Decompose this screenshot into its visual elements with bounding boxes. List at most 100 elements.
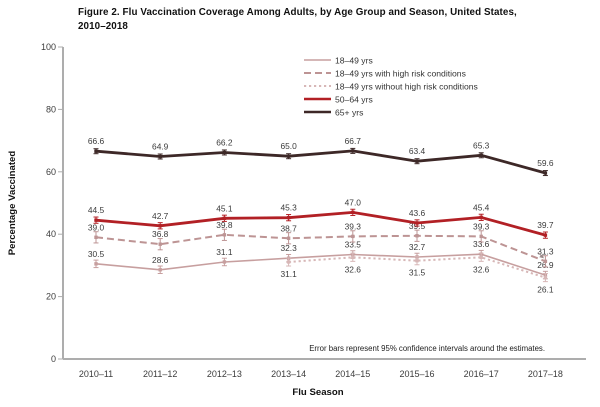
series-line (95, 149, 546, 175)
legend-item-18-49-yrs: 18–49 yrs (304, 56, 373, 66)
value-label: 31.1 (280, 269, 297, 279)
value-label: 43.6 (409, 208, 426, 218)
x-tick-label: 2015–16 (399, 369, 434, 379)
legend-label: 18–49 yrs with high risk conditions (335, 69, 466, 79)
value-label: 39.3 (473, 221, 490, 231)
data-point (94, 262, 98, 266)
value-label: 32.3 (280, 243, 297, 253)
data-point (479, 255, 483, 259)
legend: 18–49 yrs 18–49 yrs with high risk condit… (304, 56, 478, 118)
data-point (286, 154, 291, 158)
data-point (222, 150, 227, 155)
data-point (222, 216, 227, 220)
value-label: 39.7 (537, 220, 554, 230)
legend-label: 18–49 yrs (335, 56, 373, 66)
data-point (158, 154, 162, 159)
data-point (415, 221, 419, 225)
x-tick-label: 2012–13 (207, 369, 242, 379)
legend-item-50-64-yrs: 50–64 yrs (304, 95, 373, 105)
value-label: 47.0 (345, 197, 362, 207)
series-line (95, 233, 546, 263)
data-point (158, 224, 162, 228)
value-label: 39.3 (345, 221, 362, 231)
data-point (351, 234, 355, 239)
value-label: 31.1 (216, 247, 233, 257)
x-tick-label: 2017–18 (528, 369, 563, 379)
data-point (222, 260, 227, 264)
value-label: 39.8 (216, 220, 233, 230)
value-label: 64.9 (152, 142, 169, 152)
data-point (351, 210, 355, 215)
value-label: 32.6 (345, 264, 362, 274)
value-label: 30.5 (88, 249, 105, 259)
data-point (94, 235, 98, 240)
data-point (415, 259, 419, 263)
value-label: 65.3 (473, 140, 490, 150)
value-label: 28.6 (152, 255, 169, 265)
legend-item-65-plus-yrs: 65+ yrs (304, 108, 363, 118)
value-label: 59.6 (537, 158, 554, 168)
data-point (479, 153, 483, 157)
y-tick-label: 20 (46, 292, 56, 302)
series-18-49-yrs-without-high-risk-conditions: 31.1 32.6 31.5 32.6 26.1 (280, 252, 554, 295)
series-65-plus-yrs: 66.6 64.9 66.2 65.0 66.7 63.4 65.3 59.6 (88, 136, 554, 177)
value-label: 45.4 (473, 202, 490, 212)
value-label: 36.8 (152, 229, 169, 239)
value-label: 33.5 (345, 239, 362, 249)
value-label: 65.0 (280, 141, 297, 151)
legend-label: 50–64 yrs (335, 95, 373, 105)
x-tick-label: 2011–12 (143, 369, 177, 379)
legend-label: 18–49 yrs without high risk conditions (335, 82, 478, 92)
x-axis-title: Flu Season (292, 387, 343, 398)
x-tick-label: 2016–17 (464, 369, 499, 379)
value-label: 63.4 (409, 146, 426, 156)
y-tick-label: 40 (46, 229, 56, 239)
legend-item-18-49-yrs-without-high-risk-conditions: 18–49 yrs without high risk conditions (304, 82, 478, 92)
data-point (415, 234, 419, 238)
y-tick-label: 80 (46, 104, 56, 114)
data-point (158, 268, 162, 272)
figure-title: Figure 2. Flu Vaccination Coverage Among… (78, 7, 517, 32)
x-tick-label: 2013–14 (271, 369, 306, 379)
data-point (351, 149, 355, 153)
label-leader-arrow (537, 251, 544, 259)
data-point (543, 171, 548, 175)
y-axis-title: Percentage Vaccinated (7, 151, 18, 256)
y-tick-label: 60 (46, 167, 56, 177)
value-label: 42.7 (152, 211, 169, 221)
series-line (95, 210, 546, 237)
value-label: 31.3 (537, 246, 554, 256)
data-point (286, 215, 291, 220)
x-tick-label: 2010–11 (79, 369, 113, 379)
plot-area: 0 20 40 60 80 100 2010–11 2011–12 2012–13 2013–14… (41, 42, 586, 379)
data-point (94, 218, 98, 222)
value-label: 44.5 (88, 205, 105, 215)
value-label: 26.1 (537, 285, 554, 295)
x-tick-label: 2014–15 (335, 369, 370, 379)
series-line (95, 253, 546, 276)
value-label: 32.6 (473, 264, 490, 274)
data-point (286, 260, 291, 264)
footnote: Error bars represent 95% confidence inte… (309, 344, 545, 353)
value-label: 33.6 (473, 239, 490, 249)
data-point (543, 259, 548, 264)
y-tick-label: 100 (41, 42, 56, 52)
legend-item-18-49-yrs-with-high-risk-conditions: 18–49 yrs with high risk conditions (304, 69, 466, 79)
value-label: 32.7 (409, 242, 426, 252)
value-label: 31.5 (409, 268, 426, 278)
value-label: 38.7 (280, 223, 297, 233)
value-label: 45.3 (280, 203, 297, 213)
data-point (351, 255, 355, 259)
value-label: 66.6 (88, 136, 105, 146)
data-point (94, 149, 98, 153)
value-label: 39.0 (88, 222, 105, 232)
data-point (479, 215, 483, 220)
value-label: 45.1 (216, 203, 233, 213)
data-point (543, 233, 548, 237)
value-label: 66.7 (345, 136, 362, 146)
data-point (222, 233, 227, 237)
y-tick-label: 0 (51, 354, 56, 364)
series-line (288, 256, 546, 279)
